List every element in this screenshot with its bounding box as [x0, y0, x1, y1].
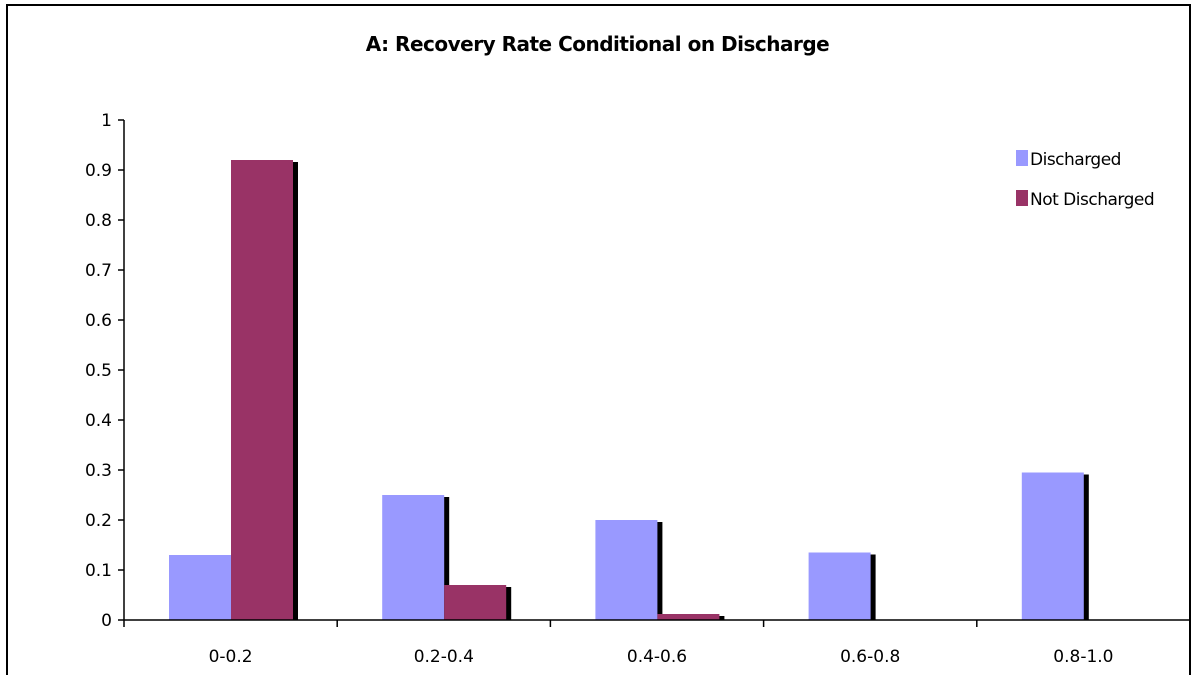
y-tick-label-6: 0.6 [85, 311, 112, 331]
x-tick-label-0: 0-0.2 [209, 647, 253, 667]
legend-label-1: Not Discharged [1030, 190, 1154, 210]
legend-layer: Discharged Not Discharged [1016, 150, 1155, 210]
bar-not-discharged-2 [657, 614, 720, 620]
y-tick-label-7: 0.7 [85, 261, 112, 281]
y-tick-label-3: 0.3 [85, 461, 112, 481]
y-tick-label-8: 0.8 [85, 211, 112, 231]
x-tick-label-3: 0.6-0.8 [840, 647, 900, 667]
bar-not-discharged-0 [231, 160, 293, 620]
chart-title: A: Recovery Rate Conditional on Discharg… [365, 32, 830, 56]
y-tick-label-1: 0.1 [85, 561, 112, 581]
y-tick-label-10: 1 [101, 111, 112, 131]
bar-discharged-4 [1021, 472, 1084, 620]
bar-discharged-1 [382, 495, 445, 620]
legend-swatch-0 [1016, 150, 1028, 166]
x-tick-label-4: 0.8-1.0 [1053, 647, 1113, 667]
y-tick-label-2: 0.2 [85, 511, 112, 531]
y-tick-label-5: 0.5 [85, 361, 112, 381]
bar-discharged-3 [808, 552, 871, 620]
legend-swatch-1 [1016, 190, 1028, 206]
legend-label-0: Discharged [1030, 150, 1121, 170]
x-tick-label-1: 0.2-0.4 [414, 647, 474, 667]
bar-not-discharged-1 [444, 585, 507, 620]
y-tick-label-4: 0.4 [85, 411, 112, 431]
bars-layer [169, 160, 1089, 620]
axes-layer: 0 0.1 0.2 0.3 0.4 0.5 0.6 0.7 0.8 0.9 1 0-0.2 0.2-0.… [85, 111, 1191, 667]
bar-discharged-2 [595, 520, 658, 620]
y-tick-label-9: 0.9 [85, 161, 112, 181]
y-tick-label-0: 0 [101, 611, 112, 631]
bar-discharged-0 [169, 555, 231, 620]
x-tick-label-2: 0.4-0.6 [627, 647, 687, 667]
